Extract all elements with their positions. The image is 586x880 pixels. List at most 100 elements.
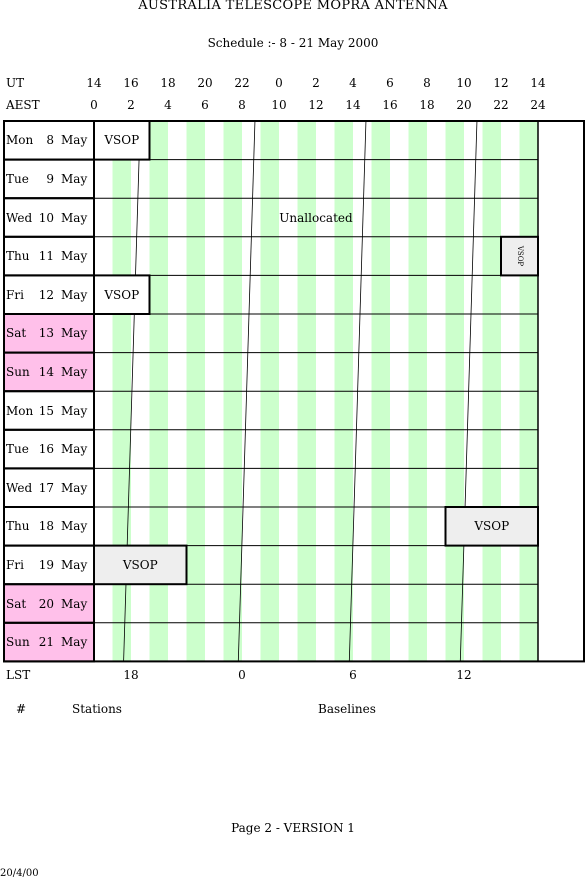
ut-tick-label: 12 [493, 76, 509, 90]
day-month: May [61, 596, 88, 611]
day-number: 14 [38, 364, 54, 379]
booking-label: VSOP [474, 519, 510, 534]
print-date: 20/4/00 [0, 868, 39, 879]
page-version: Page 2 - VERSION 1 [231, 821, 355, 835]
day-month: May [61, 442, 88, 457]
day-number: 12 [38, 287, 54, 302]
lst-tick-label: 6 [349, 668, 357, 682]
aest-tick-label: 10 [271, 98, 287, 112]
lst-axis-label: LST [6, 668, 31, 682]
day-of-week: Thu [6, 519, 30, 534]
ut-axis-label: UT [6, 76, 25, 90]
lst-tick-label: 12 [456, 668, 472, 682]
lst-line [348, 120, 367, 662]
day-of-week: Fri [6, 557, 24, 572]
page-title: AUSTRALIA TELESCOPE MOPRA ANTENNA [138, 0, 448, 13]
booking-label: VSOP [515, 245, 524, 267]
day-month: May [61, 635, 88, 650]
aest-tick-label: 0 [90, 98, 98, 112]
schedule-subtitle: Schedule :- 8 - 21 May 2000 [207, 36, 379, 50]
aest-tick-label: 12 [308, 98, 324, 112]
day-number: 9 [46, 171, 54, 186]
day-of-week: Sun [6, 364, 30, 379]
aest-tick-label: 24 [530, 98, 546, 112]
ut-tick-label: 20 [197, 76, 213, 90]
grid-frame [3, 120, 585, 663]
day-month: May [61, 287, 88, 302]
day-month: May [61, 326, 88, 341]
booking-block [93, 120, 151, 161]
day-of-week: Wed [6, 210, 33, 225]
ut-tick-label: 14 [86, 76, 102, 90]
booking-block [93, 274, 151, 315]
aest-tick-label: 18 [419, 98, 435, 112]
day-month: May [61, 480, 88, 495]
day-month: May [61, 519, 88, 534]
booking-label: VSOP [122, 557, 158, 572]
day-of-week: Sat [6, 596, 27, 611]
day-month: May [61, 210, 88, 225]
aest-axis-label: AEST [6, 98, 40, 112]
ut-tick-label: 0 [275, 76, 283, 90]
baselines-header: Baselines [318, 702, 376, 716]
lst-tick-label: 0 [238, 668, 246, 682]
ut-tick-label: 4 [349, 76, 357, 90]
aest-tick-label: 8 [238, 98, 246, 112]
day-number: 17 [38, 480, 54, 495]
day-month: May [61, 364, 88, 379]
day-number: 18 [38, 519, 54, 534]
booking-block [93, 544, 188, 586]
day-month: May [61, 249, 88, 264]
day-of-week: Mon [6, 403, 34, 418]
booking-block [500, 235, 539, 277]
day-of-week: Sat [6, 326, 27, 341]
ut-tick-label: 18 [160, 76, 176, 90]
unallocated-label: Unallocated [279, 210, 353, 225]
day-number: 16 [38, 442, 54, 457]
ut-tick-label: 10 [456, 76, 472, 90]
lst-tick-label: 18 [123, 668, 139, 682]
day-number: 21 [38, 635, 54, 650]
day-of-week: Sun [6, 635, 30, 650]
day-of-week: Fri [6, 287, 24, 302]
day-of-week: Tue [6, 442, 29, 457]
day-number: 13 [38, 326, 54, 341]
day-month: May [61, 557, 88, 572]
aest-tick-label: 4 [164, 98, 172, 112]
aest-tick-label: 14 [345, 98, 361, 112]
ut-tick-label: 14 [530, 76, 546, 90]
day-number: 20 [38, 596, 54, 611]
ut-tick-label: 8 [423, 76, 431, 90]
day-of-week: Wed [6, 480, 33, 495]
aest-tick-label: 16 [382, 98, 398, 112]
lst-line [459, 120, 478, 662]
aest-tick-label: 22 [493, 98, 509, 112]
day-of-week: Mon [6, 133, 34, 148]
day-month: May [61, 133, 88, 148]
day-month: May [61, 171, 88, 186]
weekend-label-fill [4, 584, 94, 623]
stations-header: Stations [72, 702, 122, 716]
aest-tick-label: 6 [201, 98, 209, 112]
day-number: 8 [46, 133, 54, 148]
booking-label: VSOP [104, 287, 140, 302]
day-month: May [61, 403, 88, 418]
booking-label: VSOP [104, 133, 140, 148]
day-of-week: Tue [6, 171, 29, 186]
weekend-label-fill [4, 352, 94, 392]
day-number: 11 [38, 249, 54, 264]
day-of-week: Thu [6, 249, 30, 264]
day-number: 19 [38, 557, 54, 572]
lst-line [237, 120, 256, 662]
day-number: 15 [38, 403, 54, 418]
station-count-header: # [16, 702, 27, 716]
ut-tick-label: 2 [312, 76, 320, 90]
weekend-label-fill [4, 314, 94, 353]
ut-tick-label: 22 [234, 76, 250, 90]
weekend-label-fill [4, 622, 94, 662]
aest-tick-label: 2 [127, 98, 135, 112]
ut-tick-label: 16 [123, 76, 139, 90]
booking-block [444, 506, 539, 547]
aest-tick-label: 20 [456, 98, 472, 112]
day-number: 10 [38, 210, 54, 225]
